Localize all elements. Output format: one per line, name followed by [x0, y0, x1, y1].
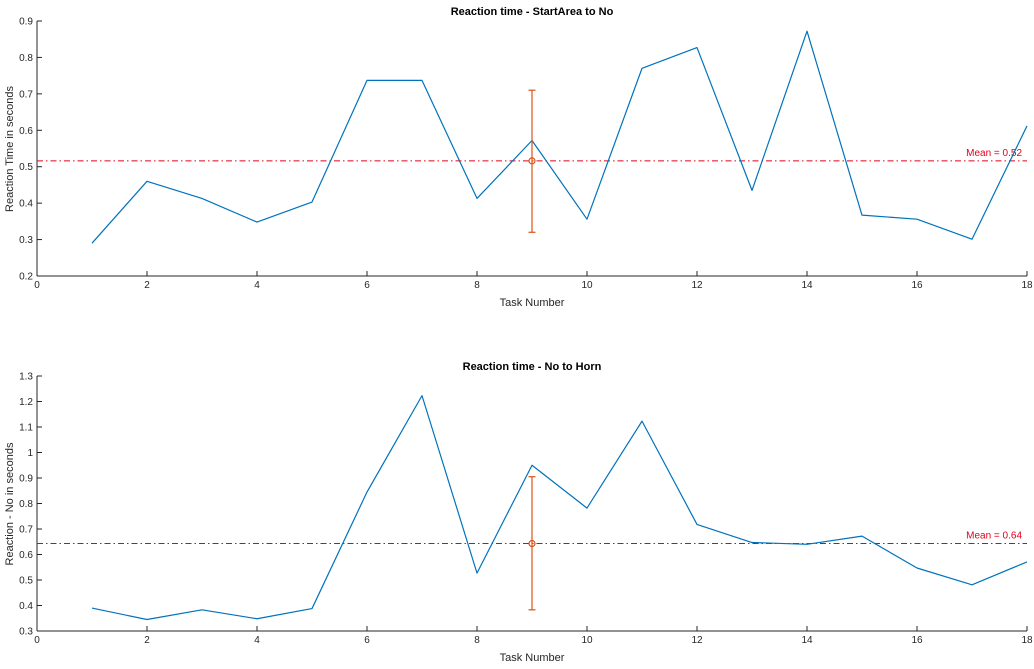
- chart-1-y-tick-label: 0.5: [19, 162, 33, 173]
- chart-1-x-tick-label: 4: [254, 280, 260, 291]
- chart-1-y-tick-label: 0.7: [19, 89, 33, 100]
- chart-2-plot-area: 0 2 4 6 8 10 12 14 16 18 0.3 0.4 0.5 0.6 0.7 0.8 0.9 1 1.1…: [19, 372, 1033, 647]
- chart-1-x-tick-label: 0: [34, 280, 40, 291]
- chart-2-y-tick-label: 0.7: [19, 525, 33, 536]
- chart-2-ylabel: Reaction - No in seconds: [4, 442, 16, 565]
- chart-2-y-tick-label: 0.6: [19, 550, 33, 561]
- chart-1-x-tick-label: 18: [1021, 280, 1033, 291]
- chart-1-ylabel: Reaction Time in seconds: [4, 86, 16, 212]
- chart-1-y-tick-label: 0.8: [19, 53, 33, 64]
- chart-2-y-tick-label: 0.8: [19, 499, 33, 510]
- chart-2-x-tick-label: 2: [144, 635, 150, 646]
- chart-2-x-tick-label: 18: [1021, 635, 1033, 646]
- chart-2-x-tick-label: 12: [691, 635, 703, 646]
- chart-2-x-tick-label: 14: [801, 635, 813, 646]
- chart-1-x-tick-label: 16: [911, 280, 923, 291]
- chart-2-x-tick-label: 16: [911, 635, 923, 646]
- chart-2-y-tick-label: 0.4: [19, 601, 33, 612]
- chart-1-x-tick-label: 8: [474, 280, 480, 291]
- chart-2-y-tick-label: 0.3: [19, 627, 33, 638]
- chart-2-x-tick-label: 0: [34, 635, 40, 646]
- chart-2-y-tick-label: 0.5: [19, 576, 33, 587]
- chart-1-errorbar-marker: [528, 157, 536, 165]
- chart-1-title: Reaction time - StartArea to No: [451, 6, 614, 18]
- chart-2-y-tick-label: 1.1: [19, 423, 33, 434]
- chart-1-x-tick-label: 14: [801, 280, 813, 291]
- chart-2-x-tick-label: 4: [254, 635, 260, 646]
- chart-2-y-tick-label: 1: [27, 448, 33, 459]
- chart-2-mean-label: Mean = 0.64: [966, 531, 1022, 542]
- chart-2-x-tick-label: 10: [581, 635, 593, 646]
- chart-2-y-tick-label: 0.9: [19, 474, 33, 485]
- chart-1-plot-area: 0 2 4 6 8 10 12 14 16 18 0.2 0.3 0.4 0.5 0.6 0.7 0.8 0.9 M…: [19, 17, 1033, 292]
- chart-2-errorbar-marker: [528, 539, 536, 548]
- chart-1-x-tick-label: 10: [581, 280, 593, 291]
- chart-1-series-line: [91, 30, 1028, 244]
- chart-1-y-tick-label: 0.9: [19, 17, 33, 28]
- chart-2-xlabel: Task Number: [500, 652, 565, 664]
- chart-1-x-tick-label: 6: [364, 280, 370, 291]
- chart-1-y-tick-label: 0.6: [19, 126, 33, 137]
- chart-1-y-tick-label: 0.3: [19, 235, 33, 246]
- chart-2-x-tick-label: 8: [474, 635, 480, 646]
- chart-2-series-line: [91, 395, 1028, 621]
- chart-1-x-tick-label: 2: [144, 280, 150, 291]
- chart-2-y-tick-label: 1.3: [19, 372, 33, 383]
- chart-1-mean-label: Mean = 0.52: [966, 148, 1022, 159]
- chart-1-y-tick-label: 0.2: [19, 272, 33, 283]
- chart-1-y-tick-label: 0.4: [19, 199, 33, 210]
- chart-1-x-tick-label: 12: [691, 280, 703, 291]
- chart-2-x-tick-label: 6: [364, 635, 370, 646]
- chart-2-y-tick-label: 1.2: [19, 397, 33, 408]
- chart-2-title: Reaction time - No to Horn: [463, 361, 602, 373]
- chart-1-xlabel: Task Number: [500, 297, 565, 309]
